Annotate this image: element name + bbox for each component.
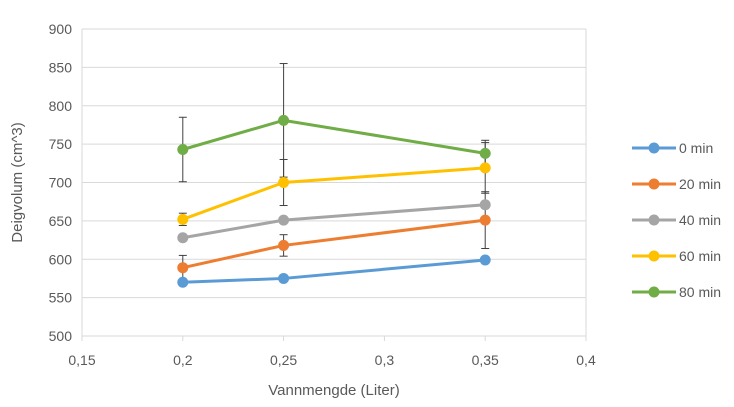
x-axis-ticks: 0,15 0,2 0,25 0,3 0,35 0,4 [68,352,596,368]
legend-swatch-marker [648,286,660,298]
x-tick-label: 0,2 [173,352,193,368]
data-point [278,272,290,284]
y-axis-ticks: 500 550 600 650 700 750 800 850 900 [49,21,73,344]
gridlines [81,28,587,341]
series-lines [177,114,491,288]
x-tick-label: 0,35 [472,352,499,368]
data-point [177,213,189,225]
y-tick-label: 650 [49,213,73,229]
data-point [177,232,189,244]
series-line [182,218,486,270]
legend-label: 20 min [679,176,721,192]
x-tick-label: 0,15 [68,352,95,368]
legend-label: 40 min [679,212,721,228]
x-axis-title: Vannmengde (Liter) [268,382,399,399]
legend-label: 60 min [679,248,721,264]
y-tick-label: 600 [49,251,73,267]
data-point [278,239,290,251]
y-axis-title: Deigvolum (cm^3) [9,122,26,242]
y-tick-label: 500 [49,328,73,344]
data-point [177,262,189,274]
series-line [182,258,486,284]
x-tick-label: 0,4 [576,352,596,368]
legend-swatch-marker [648,178,660,190]
data-point [479,214,491,226]
y-tick-label: 850 [49,59,73,75]
y-tick-label: 550 [49,290,73,306]
x-tick-label: 0,25 [270,352,297,368]
series-line [182,118,486,155]
data-point [479,147,491,159]
data-point [479,162,491,174]
legend-swatch-marker [648,250,660,262]
data-point [278,114,290,126]
data-point [278,177,290,188]
legend-label: 0 min [679,140,713,156]
series-line [182,166,486,221]
y-tick-label: 750 [49,136,73,152]
legend: 0 min 20 min 40 min 60 min 80 min [632,140,721,300]
data-point [177,276,189,288]
y-tick-label: 700 [49,175,73,191]
data-point [278,214,290,226]
data-point [177,143,189,155]
data-point [479,254,491,266]
x-tick-label: 0,3 [375,352,395,368]
legend-swatch-marker [648,214,660,226]
legend-swatch-marker [648,142,660,154]
legend-label: 80 min [679,284,721,300]
data-point [479,199,491,211]
y-tick-label: 800 [49,98,73,114]
y-tick-label: 900 [49,21,73,37]
